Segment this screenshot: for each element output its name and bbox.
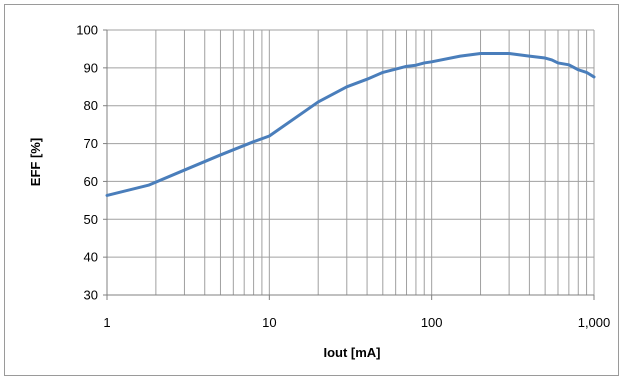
y-tick-label: 90 xyxy=(84,60,98,75)
y-tick-label: 80 xyxy=(84,98,98,113)
efficiency-series-line xyxy=(105,51,596,197)
x-tick-label: 10 xyxy=(262,315,276,330)
axes xyxy=(103,29,595,300)
y-tick-label: 50 xyxy=(84,212,98,227)
x-tick-label: 1 xyxy=(103,315,110,330)
y-tick-label: 70 xyxy=(84,136,98,151)
y-axis-title: EFF [%] xyxy=(28,138,43,186)
y-tick-label: 30 xyxy=(84,288,98,303)
grid-lines xyxy=(107,29,595,295)
y-tick-label: 60 xyxy=(84,174,98,189)
x-tick-label: 100 xyxy=(421,315,443,330)
x-axis-title: Iout [mA] xyxy=(323,345,380,360)
y-tick-label: 100 xyxy=(76,23,98,38)
x-tick-label: 1,000 xyxy=(578,315,611,330)
y-tick-label: 40 xyxy=(84,250,98,265)
series-group xyxy=(105,51,596,197)
